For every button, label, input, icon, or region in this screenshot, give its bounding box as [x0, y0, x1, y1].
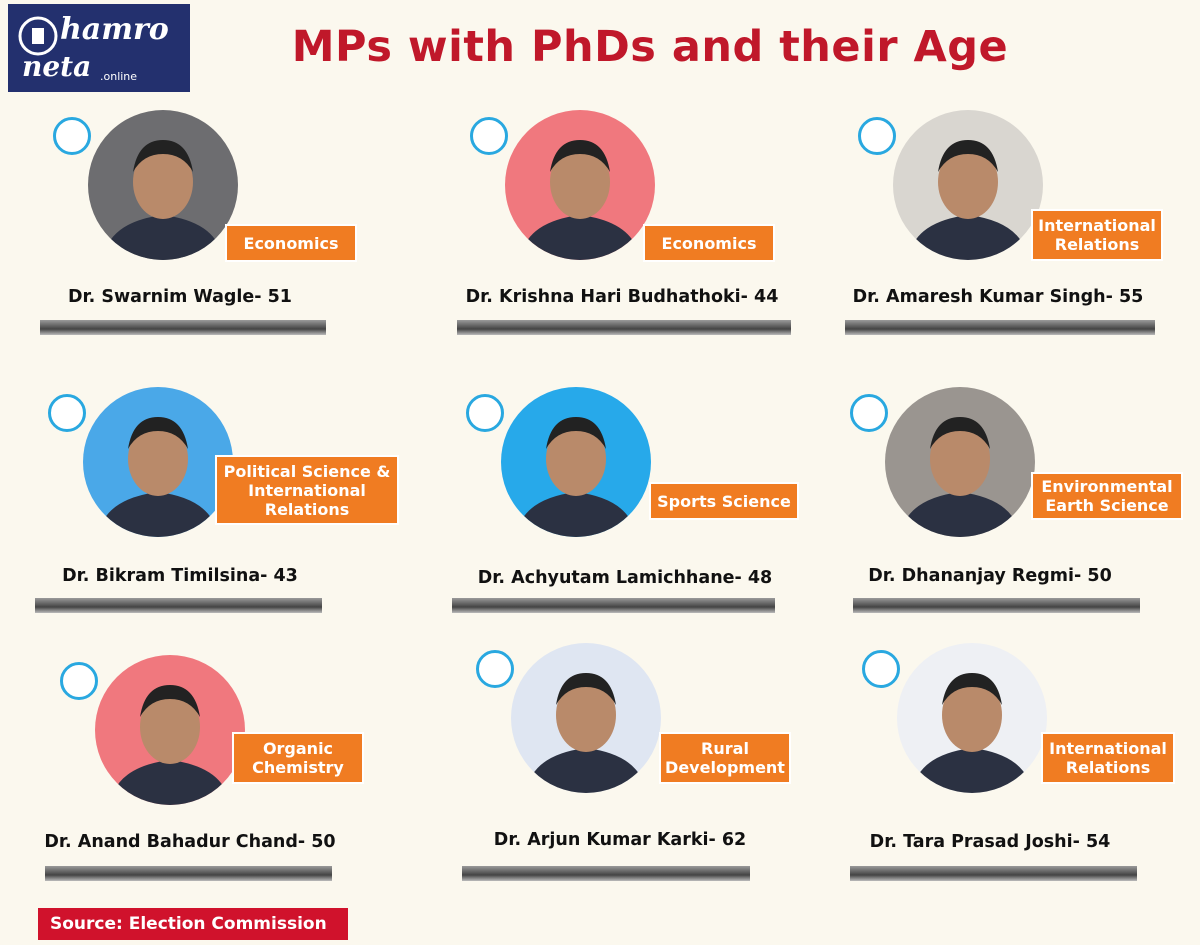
field-label: International Relations: [1031, 209, 1163, 261]
field-line: Economics: [243, 233, 339, 253]
party-icon: [60, 662, 98, 700]
portrait: [908, 140, 1028, 260]
field-line: Organic: [262, 739, 334, 758]
photo: [95, 655, 245, 805]
field-label: Rural Development: [659, 732, 791, 784]
logo: hamro neta .online: [8, 4, 190, 92]
photo: [885, 387, 1035, 537]
party-icon: [850, 394, 888, 432]
divider: [462, 866, 750, 881]
photo: [893, 110, 1043, 260]
divider: [452, 598, 775, 613]
portrait: [516, 417, 636, 537]
photo: [88, 110, 238, 260]
party-icon: [53, 117, 91, 155]
field-line: Economics: [661, 233, 757, 253]
source: Source: Election Commission: [38, 908, 348, 940]
field-line: International: [1038, 216, 1156, 235]
portrait: [526, 673, 646, 793]
field-line: Environmental: [1041, 477, 1173, 496]
field-line: Earth Science: [1045, 496, 1169, 515]
photo: [511, 643, 661, 793]
divider: [35, 598, 322, 613]
mp-name: Dr. Dhananjay Regmi- 50: [868, 566, 1112, 586]
title: MPs with PhDs and their Age: [291, 22, 1009, 72]
field-label: Organic Chemistry: [232, 732, 364, 784]
mp-name: Dr. Arjun Kumar Karki- 62: [493, 830, 747, 850]
field-label: International Relations: [1041, 732, 1175, 784]
photo: [897, 643, 1047, 793]
mp-name: Dr. Tara Prasad Joshi- 54: [869, 832, 1111, 852]
photo: [501, 387, 651, 537]
logo-suffix: .online: [100, 70, 138, 83]
photo: [83, 387, 233, 537]
field-label: Sports Science: [649, 482, 799, 520]
party-icon: [470, 117, 508, 155]
logo-text: neta: [22, 50, 92, 83]
photo: [505, 110, 655, 260]
party-icon: [858, 117, 896, 155]
party-icon: [862, 650, 900, 688]
field-line: Sports Science: [657, 491, 791, 511]
field-line: Development: [665, 758, 785, 777]
divider: [457, 320, 791, 335]
portrait: [110, 685, 230, 805]
mp-name: Dr. Swarnim Wagle- 51: [68, 287, 292, 307]
field-line: International: [1049, 739, 1167, 758]
field-line: Rural: [701, 739, 749, 758]
logo-globe: [18, 16, 58, 56]
field-line: Relations: [264, 499, 350, 519]
portrait: [98, 417, 218, 537]
portrait: [103, 140, 223, 260]
field-label: Economics: [643, 224, 775, 262]
field-label: Economics: [225, 224, 357, 262]
divider: [853, 598, 1140, 613]
field-label: Environmental Earth Science: [1031, 472, 1183, 520]
divider: [40, 320, 326, 335]
field-line: Chemistry: [252, 758, 344, 777]
party-icon: [476, 650, 514, 688]
mp-name: Dr. Bikram Timilsina- 43: [62, 566, 298, 586]
divider: [45, 866, 332, 881]
field-label: Political Science & International Relation…: [215, 455, 399, 525]
portrait: [520, 140, 640, 260]
portrait: [912, 673, 1032, 793]
field-line: Relations: [1065, 758, 1151, 777]
party-icon: [48, 394, 86, 432]
mp-name: Dr. Achyutam Lamichhane- 48: [477, 568, 773, 588]
party-icon: [466, 394, 504, 432]
mp-name: Dr. Amaresh Kumar Singh- 55: [852, 287, 1144, 307]
divider: [845, 320, 1155, 335]
mp-name: Dr. Krishna Hari Budhathoki- 44: [465, 287, 779, 307]
field-line: Relations: [1054, 235, 1140, 254]
divider: [850, 866, 1137, 881]
mp-name: Dr. Anand Bahadur Chand- 50: [44, 832, 336, 852]
logo-text: hamro: [60, 12, 169, 47]
field-line: Political Science &: [223, 461, 391, 481]
field-line: International: [248, 480, 366, 500]
portrait: [900, 417, 1020, 537]
